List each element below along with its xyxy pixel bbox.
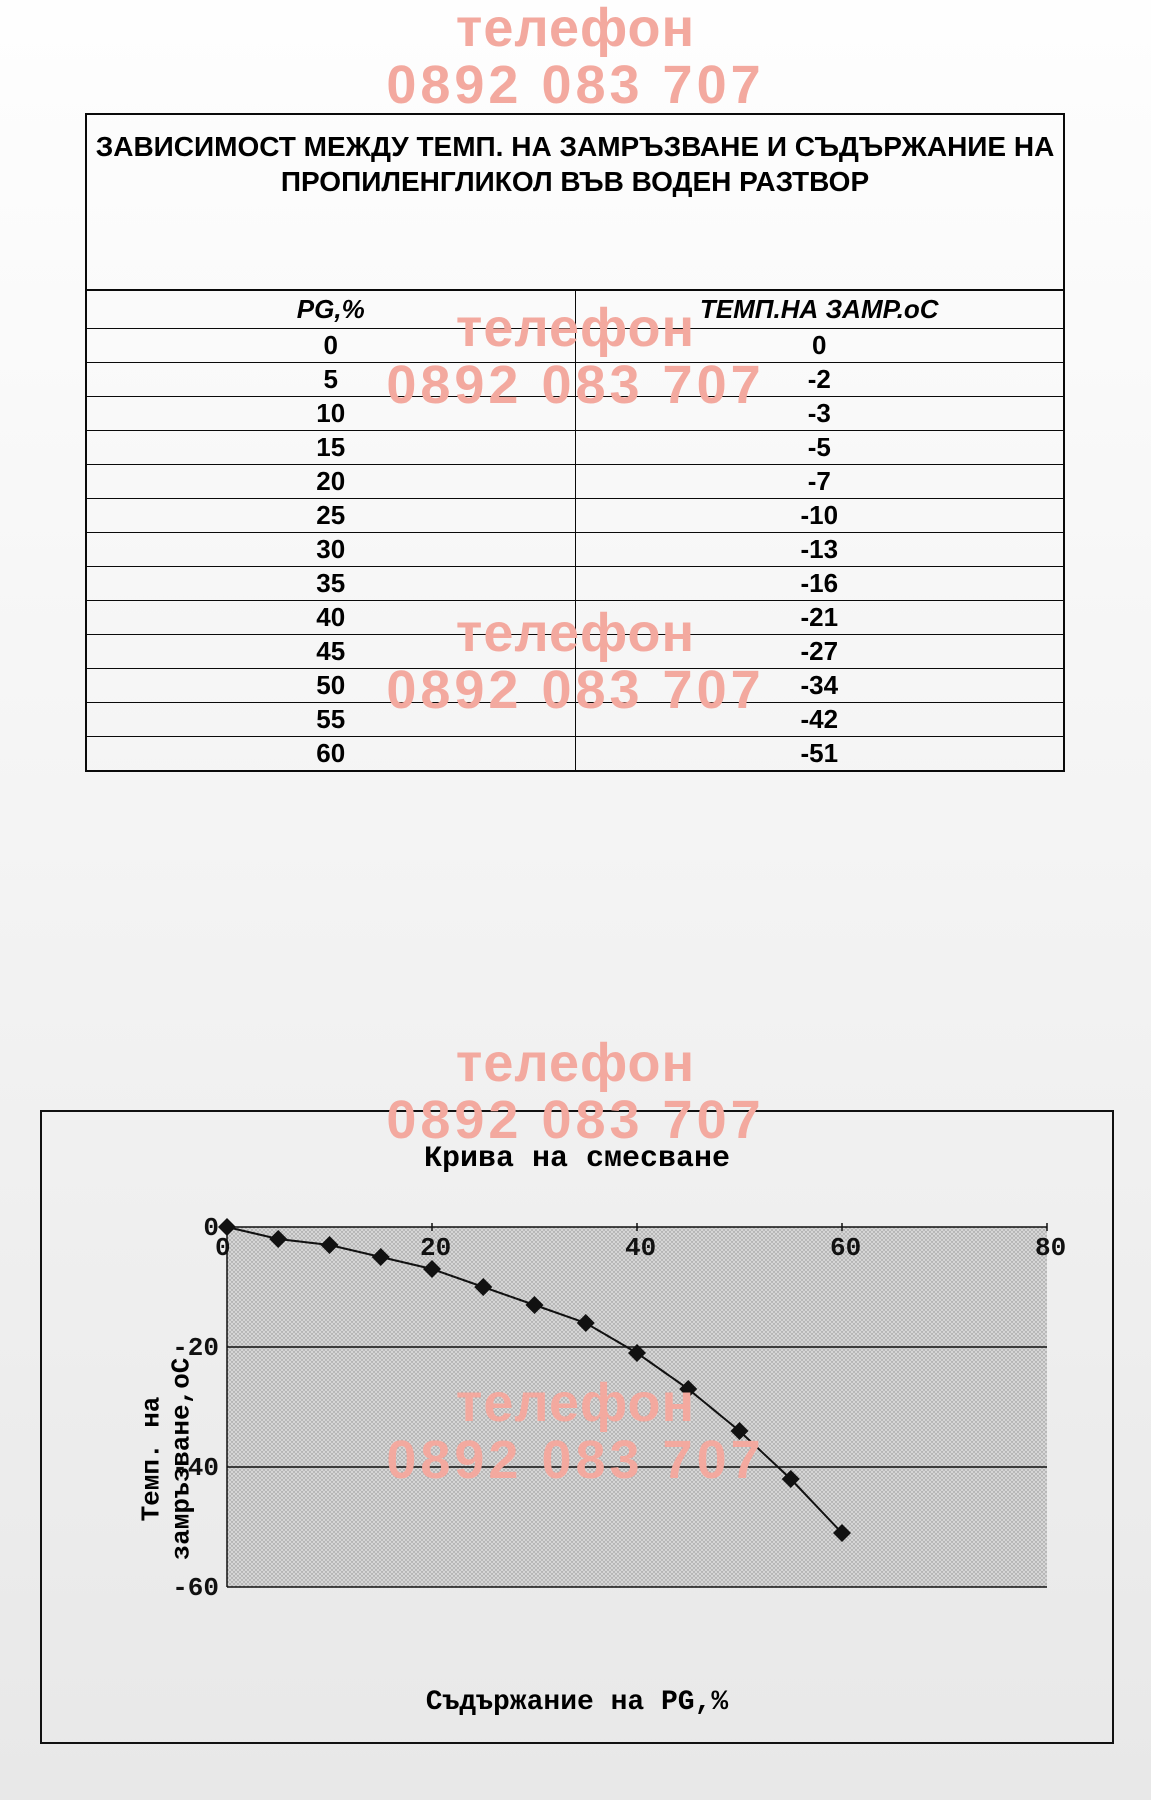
table-cell: 40 [86, 601, 575, 635]
table-row: 30-13 [86, 533, 1064, 567]
table-cell: 10 [86, 397, 575, 431]
table-row: 00 [86, 329, 1064, 363]
table-cell: 20 [86, 465, 575, 499]
table-cell: 0 [86, 329, 575, 363]
watermark: телефон0892 083 707 [0, 0, 1151, 113]
ytick-label: -20 [172, 1333, 219, 1363]
table-cell: 30 [86, 533, 575, 567]
table-row: 40-21 [86, 601, 1064, 635]
chart-title: Крива на смесване [42, 1142, 1112, 1176]
table-cell: 25 [86, 499, 575, 533]
table-row: 10-3 [86, 397, 1064, 431]
table-row: 5-2 [86, 363, 1064, 397]
col-header-temp: ТЕМП.НА ЗАМР.оС [575, 290, 1064, 329]
table-cell: 60 [86, 737, 575, 772]
table-cell: 35 [86, 567, 575, 601]
table-cell: 0 [575, 329, 1064, 363]
table-cell: -13 [575, 533, 1064, 567]
table-row: 55-42 [86, 703, 1064, 737]
chart-plot [177, 1207, 1077, 1627]
table-cell: -7 [575, 465, 1064, 499]
chart-xlabel: Съдържание на PG,% [42, 1687, 1112, 1718]
table-cell: 50 [86, 669, 575, 703]
table-title: ЗАВИСИМОСТ МЕЖДУ ТЕМП. НА ЗАМРЪЗВАНЕ И С… [86, 114, 1064, 290]
table-row: 50-34 [86, 669, 1064, 703]
table-cell: -27 [575, 635, 1064, 669]
ytick-label: -60 [172, 1573, 219, 1603]
table-row: 25-10 [86, 499, 1064, 533]
table-cell: -16 [575, 567, 1064, 601]
table-cell: -5 [575, 431, 1064, 465]
table-cell: -21 [575, 601, 1064, 635]
table-cell: 5 [86, 363, 575, 397]
ytick-label: -40 [172, 1453, 219, 1483]
col-header-pg: PG,% [86, 290, 575, 329]
page: телефон0892 083 707телефон0892 083 707те… [0, 0, 1151, 1800]
table-row: 60-51 [86, 737, 1064, 772]
table-cell: 55 [86, 703, 575, 737]
xtick-label: 60 [830, 1233, 861, 1263]
table-row: 20-7 [86, 465, 1064, 499]
table-row: 15-5 [86, 431, 1064, 465]
table-cell: -51 [575, 737, 1064, 772]
table-cell: -42 [575, 703, 1064, 737]
table-row: 45-27 [86, 635, 1064, 669]
table-cell: -3 [575, 397, 1064, 431]
table-cell: 45 [86, 635, 575, 669]
freezing-table: ЗАВИСИМОСТ МЕЖДУ ТЕМП. НА ЗАМРЪЗВАНЕ И С… [85, 113, 1065, 772]
xtick-label: 0 [215, 1233, 231, 1263]
table-row: 35-16 [86, 567, 1064, 601]
xtick-label: 20 [420, 1233, 451, 1263]
chart-container: Крива на смесване Темп. на замръзване,оС… [40, 1110, 1114, 1744]
xtick-label: 80 [1035, 1233, 1066, 1263]
table-cell: -2 [575, 363, 1064, 397]
table-cell: -10 [575, 499, 1064, 533]
table-cell: 15 [86, 431, 575, 465]
table-cell: -34 [575, 669, 1064, 703]
xtick-label: 40 [625, 1233, 656, 1263]
